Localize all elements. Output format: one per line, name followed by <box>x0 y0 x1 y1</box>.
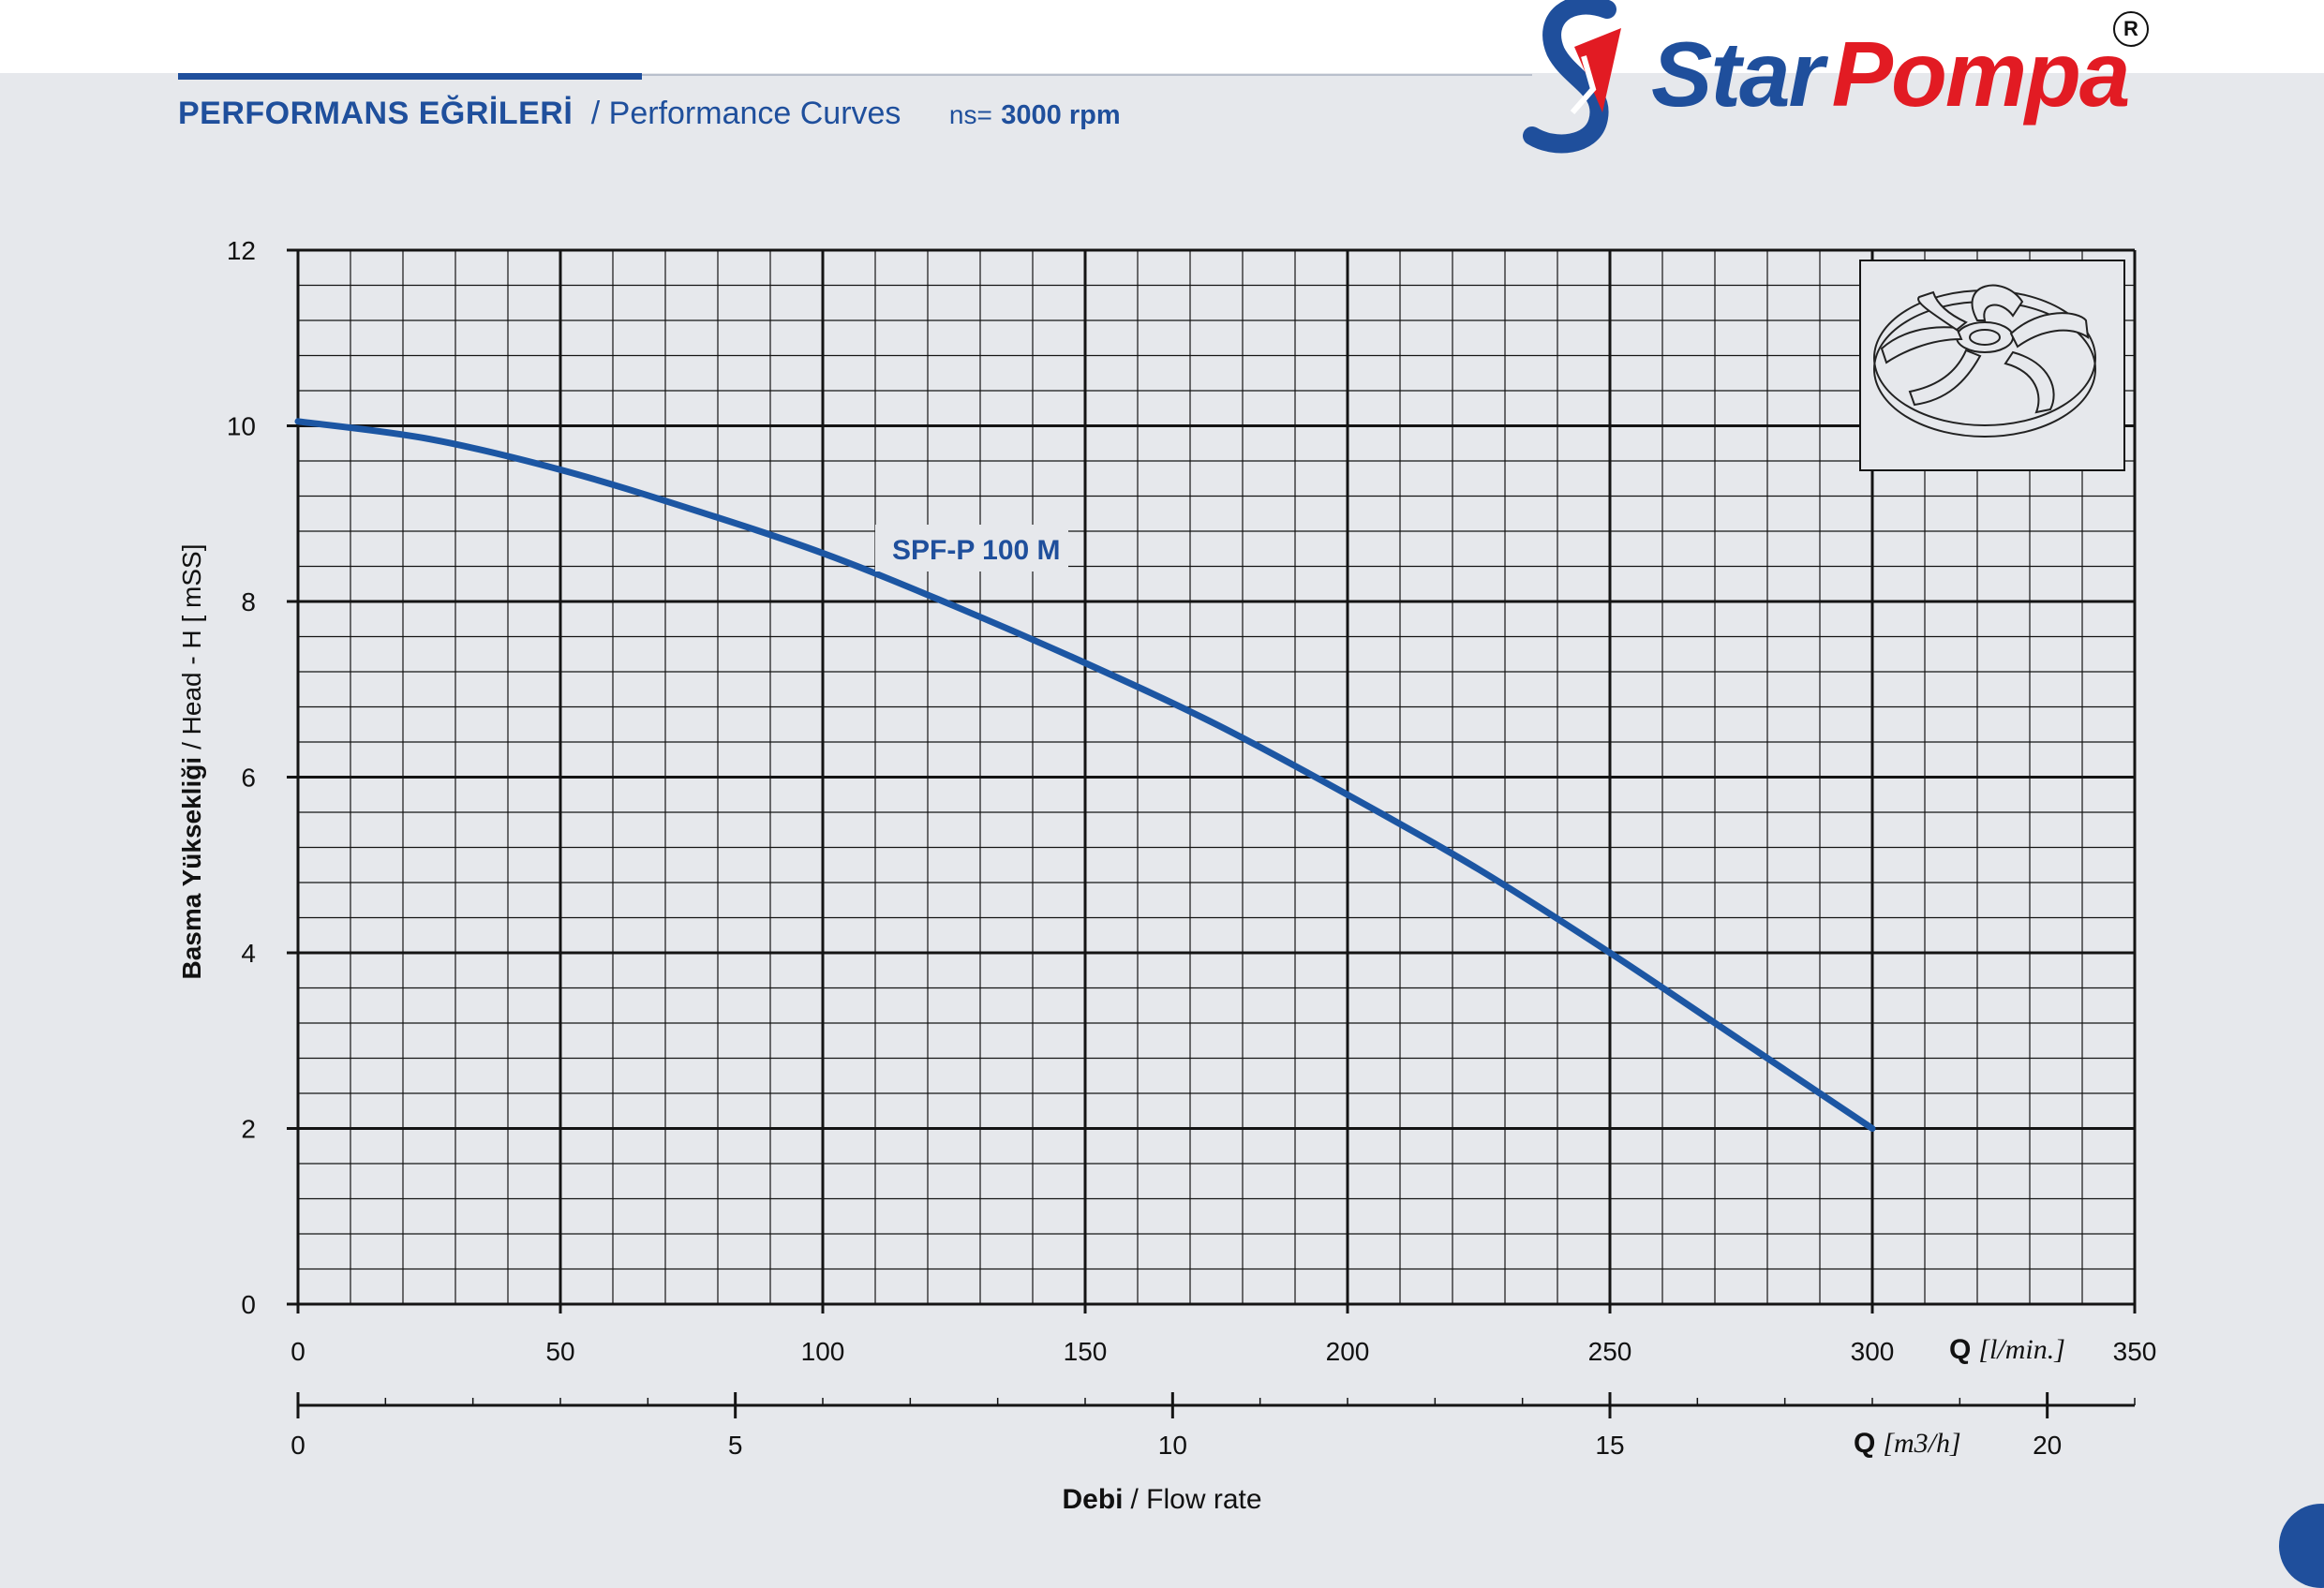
secondary-tick-label: 15 <box>1595 1431 1624 1460</box>
brand-name-star: Star <box>1651 22 1825 126</box>
brand-name-pompa: Pompa <box>1831 22 2131 126</box>
secondary-tick-label: 0 <box>290 1431 305 1460</box>
x-tick-label: 0 <box>290 1337 305 1366</box>
series-line-spf-p-100-m <box>294 418 1876 1132</box>
secondary-tick-label: 10 <box>1158 1431 1187 1460</box>
y-axis-label: Basma Yüksekliği/ Head - H [ mSS] <box>177 543 206 979</box>
x-tick-label: 100 <box>801 1337 845 1366</box>
y-tick-labels: 0 2 4 6 8 10 12 <box>227 236 256 1319</box>
y-tick-label: 4 <box>241 939 256 968</box>
x-unit-secondary: Q [m3/h] <box>1854 1428 1961 1459</box>
header-band <box>0 0 2324 73</box>
header-divider <box>642 74 1532 76</box>
x-tick-label: 200 <box>1326 1337 1370 1366</box>
x-tick-label: 250 <box>1588 1337 1632 1366</box>
impeller-icon <box>1873 284 2096 438</box>
y-tick-label: 10 <box>227 412 256 441</box>
x-tick-label: 50 <box>545 1337 574 1366</box>
secondary-tick-label: 20 <box>2033 1431 2062 1460</box>
x-tick-label: 150 <box>1064 1337 1108 1366</box>
y-tick-label: 0 <box>241 1290 256 1319</box>
curves <box>294 418 1876 1132</box>
x-tick-label: 300 <box>1851 1337 1895 1366</box>
x-tick-label: 350 <box>2113 1337 2157 1366</box>
title-english: / Performance Curves <box>590 96 901 131</box>
x-tick-labels: 0 50 100 150 200 250 300 350 <box>290 1337 2156 1366</box>
impeller-inset <box>1859 260 2125 471</box>
title-turkish: PERFORMANS EĞRİLERİ <box>178 96 574 131</box>
y-tick-label: 2 <box>241 1115 256 1144</box>
registered-mark: R <box>2113 11 2149 47</box>
y-tick-label: 6 <box>241 764 256 793</box>
series-label: SPF-P 100 M <box>892 535 1061 566</box>
performance-chart: 0 2 4 6 8 10 12 0 50 100 150 200 250 300 350 0 5 10 15 20… <box>177 236 2156 1515</box>
y-tick-label: 8 <box>241 587 256 616</box>
brand-logo: Star Pompa <box>1518 0 2165 159</box>
page-title: PERFORMANS EĞRİLERİ / Performance Curves… <box>178 96 1121 132</box>
x-unit-primary: Q [l/min.] <box>1949 1334 2065 1365</box>
x-axis-label: Debi / Flow rate <box>1062 1484 1261 1515</box>
series-label-group: SPF-P 100 M <box>875 525 1068 571</box>
star-pompa-logo-icon <box>1523 0 1621 154</box>
header-rule <box>178 73 642 80</box>
ns-label: ns= <box>948 100 992 129</box>
y-tick-label: 12 <box>227 236 256 265</box>
grid-major <box>287 248 2137 1313</box>
secondary-axis: 0 5 10 15 20 <box>290 1392 2136 1460</box>
series-label-bg <box>875 525 1068 571</box>
secondary-tick-label: 5 <box>728 1431 743 1460</box>
rpm-value: 3000 rpm <box>1001 100 1121 130</box>
